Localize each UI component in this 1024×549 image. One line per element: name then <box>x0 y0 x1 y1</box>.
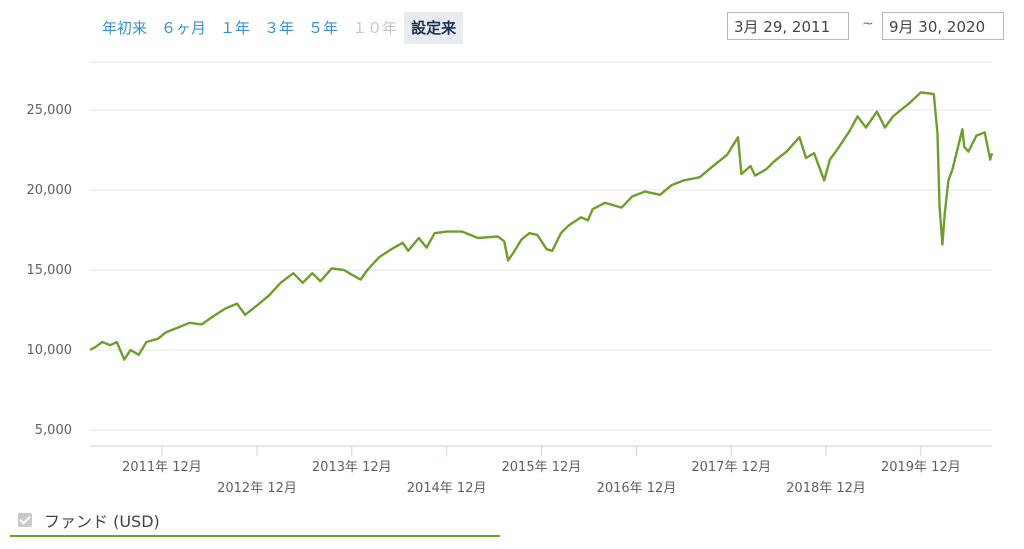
legend[interactable]: ファンド (USD) <box>10 505 500 537</box>
series-layer <box>89 91 994 361</box>
date-from-input[interactable] <box>727 12 849 40</box>
x-tick-label: 2018年 12月 <box>786 481 866 496</box>
date-range-separator: ~ <box>862 16 874 32</box>
x-tick-label: 2017年 12月 <box>691 460 771 475</box>
range-button-1y[interactable]: １年 <box>220 19 251 37</box>
range-button-3y[interactable]: ３年 <box>264 19 295 37</box>
range-selector: 年初来 ６ヶ月 １年 ３年 ５年 １０年 設定来 <box>95 12 464 44</box>
range-button-10y: １０年 <box>352 19 398 37</box>
x-tick-label: 2016年 12月 <box>597 481 677 496</box>
x-axis: 2011年 12月 2012年 12月 2013年 12月 2014年 12月 2015… <box>90 445 992 496</box>
y-axis-labels: 5,000 10,000 15,000 20,000 25,000 <box>27 103 73 438</box>
range-button-ytd[interactable]: 年初来 <box>102 19 148 37</box>
range-button-since-inception[interactable]: 設定来 <box>404 12 464 44</box>
y-tick-label: 10,000 <box>27 343 73 358</box>
y-tick-label: 5,000 <box>35 423 72 438</box>
legend-label: ファンド (USD) <box>44 512 160 531</box>
x-tick-label: 2015年 12月 <box>502 460 582 475</box>
series-line <box>89 91 994 361</box>
x-tick-label: 2011年 12月 <box>122 460 202 475</box>
x-tick-label: 2019年 12月 <box>881 460 961 475</box>
range-button-5y[interactable]: ５年 <box>308 19 339 37</box>
grid-lines <box>90 61 992 431</box>
legend-checkbox[interactable] <box>18 513 32 527</box>
x-tick-label: 2013年 12月 <box>312 460 392 475</box>
y-tick-label: 15,000 <box>27 263 73 278</box>
date-to-input[interactable] <box>882 12 1004 40</box>
x-tick-label: 2014年 12月 <box>407 481 487 496</box>
range-button-6m[interactable]: ６ヶ月 <box>161 19 207 37</box>
y-tick-label: 25,000 <box>27 103 73 118</box>
x-tick-label: 2012年 12月 <box>217 481 297 496</box>
y-tick-label: 20,000 <box>27 183 73 198</box>
